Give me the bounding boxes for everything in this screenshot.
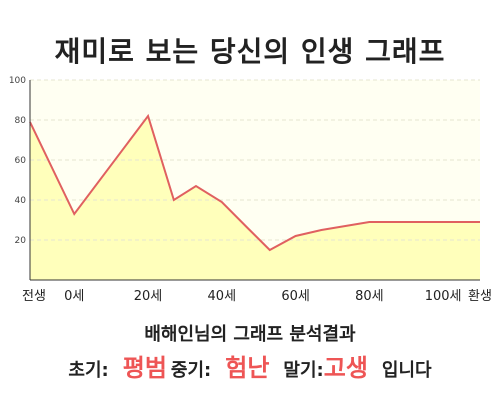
middle-stage-label: 중기: <box>170 360 212 381</box>
y-tick-label: 40 <box>15 196 27 206</box>
analysis-verdict-row: 초기: 평범 중기: 험난 말기:고생 입니다 <box>0 348 500 383</box>
late-stage-value: 고생 <box>323 354 368 382</box>
y-tick-label: 60 <box>15 156 27 166</box>
series-line <box>29 113 480 252</box>
analysis-result-title: 배해인님의 그래프 분석결과 <box>144 324 356 345</box>
early-stage-label: 초기: <box>68 360 109 381</box>
y-tick-label: 80 <box>15 116 27 126</box>
page-title: 재미로 보는 당신의 인생 그래프 <box>54 35 446 68</box>
x-tick-label: 60세 <box>281 289 310 304</box>
x-tick-label: 40세 <box>208 289 237 304</box>
late-stage-label: 말기: <box>283 360 324 381</box>
middle-stage-value: 험난 <box>225 354 270 382</box>
x-tick-label: 0세 <box>64 289 84 304</box>
x-tick-label: 전생 <box>22 289 46 304</box>
x-tick-label: 환생 <box>468 289 492 304</box>
early-stage-value: 평범 <box>122 354 167 382</box>
x-tick-label: 100세 <box>425 289 462 304</box>
y-tick-label: 100 <box>9 76 26 86</box>
life-graph-chart: 20 40 60 80 100 전생 0세 20세 40세 60세 80세 100세 환생 <box>9 76 492 304</box>
x-tick-label: 80세 <box>355 289 384 304</box>
y-tick-label: 20 <box>15 236 27 246</box>
x-tick-label: 20세 <box>134 289 163 304</box>
result-ending-text: 입니다 <box>381 360 432 381</box>
area-fill <box>30 116 480 280</box>
